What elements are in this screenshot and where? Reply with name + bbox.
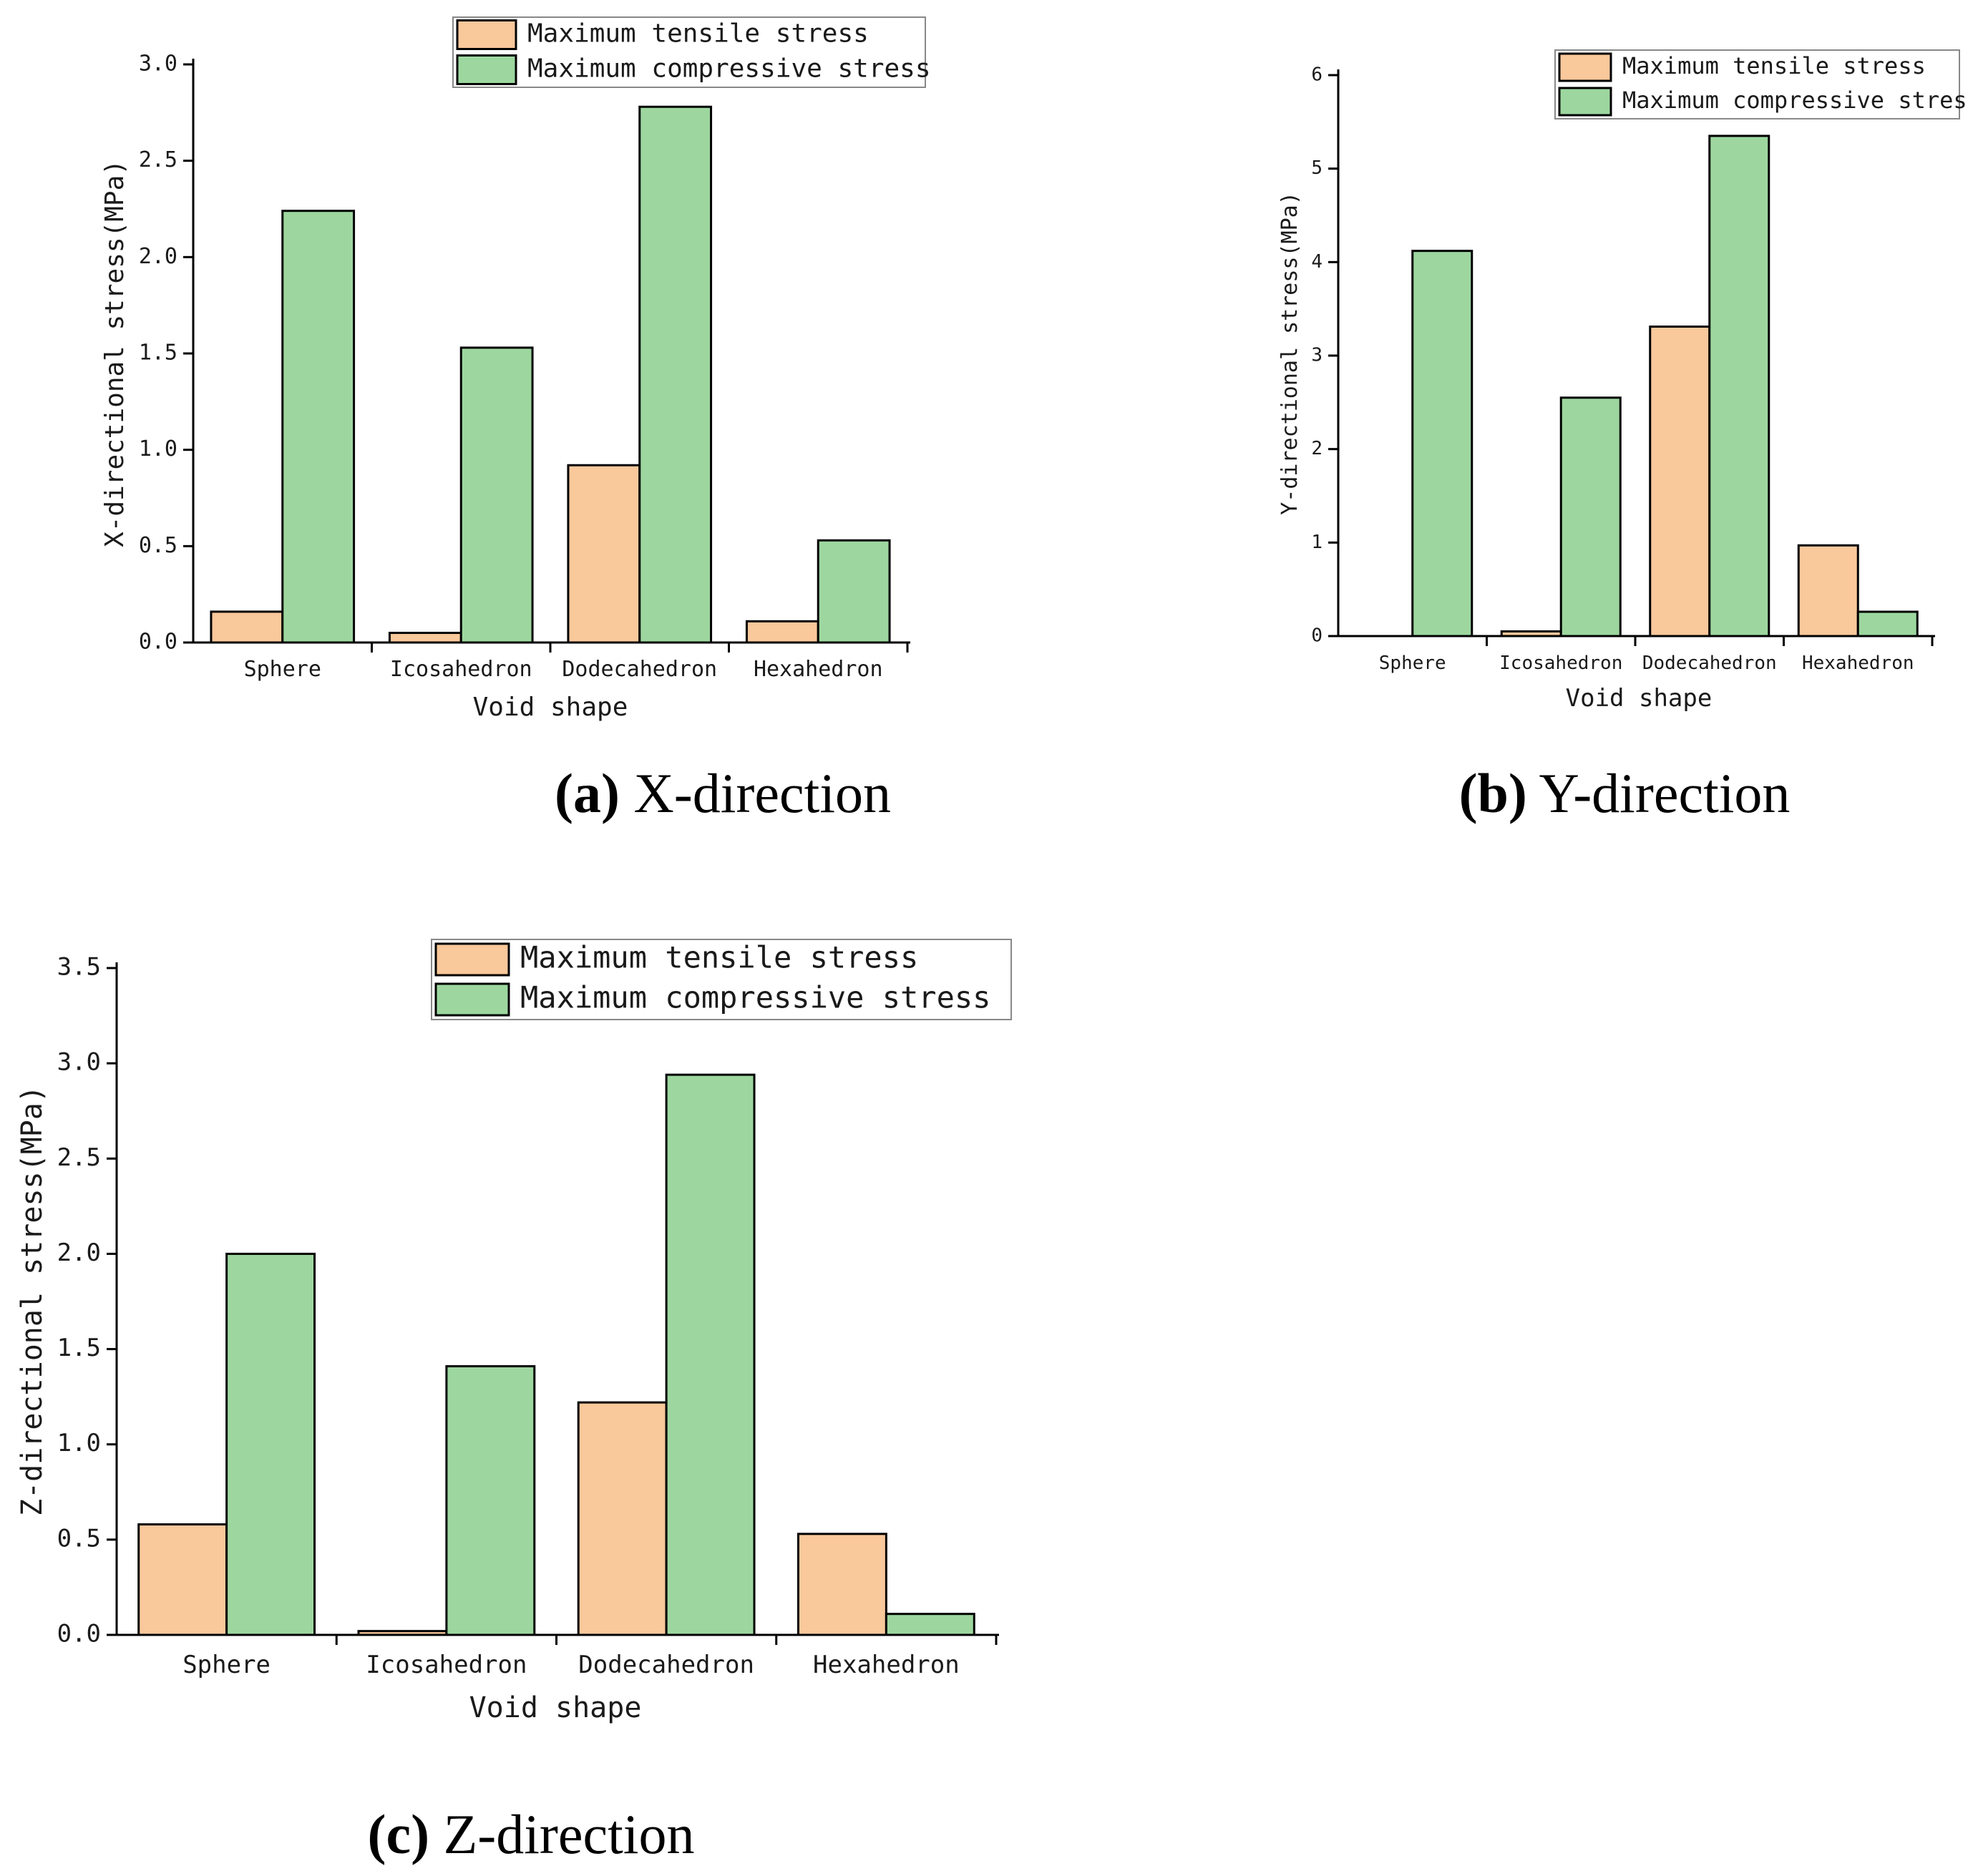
x-tick-label: Icosahedron: [1499, 653, 1622, 674]
x-tick-label: Dodecahedron: [562, 657, 717, 682]
legend-frame: [431, 939, 1012, 1020]
caption-label: (c): [368, 1803, 430, 1865]
x-axis-title: Void shape: [473, 693, 628, 722]
y-tick-label: 2.0: [139, 244, 177, 269]
panel-caption: (a) X-direction: [555, 762, 891, 824]
y-tick-label: 1.0: [57, 1429, 101, 1457]
bar-compressive-icosahedron: [445, 1365, 536, 1636]
legend: Maximum tensile stress Maximum compressiv…: [452, 16, 931, 88]
caption-text: Z-direction: [429, 1803, 694, 1865]
x-tick-label: Hexahedron: [754, 657, 883, 682]
x-tick-label: Dodecahedron: [578, 1651, 754, 1679]
y-tick-label: 0.0: [57, 1620, 101, 1648]
bar-compressive-icosahedron: [459, 346, 534, 644]
legend-label: Maximum compressive stress: [527, 54, 931, 84]
y-axis-title: Z-directional stress(MPa): [16, 1085, 49, 1516]
x-tick-label: Sphere: [1379, 653, 1446, 674]
bar-tensile-sphere: [137, 1523, 228, 1636]
caption-text: X-direction: [620, 762, 891, 824]
y-axis-title: Y-directional stress(MPa): [1277, 192, 1302, 515]
bar-compressive-dodecahedron: [665, 1073, 756, 1636]
y-tick-label: 1.0: [139, 436, 177, 461]
bar-tensile-hexahedron: [1797, 544, 1859, 637]
legend-swatch-compressive: [1558, 87, 1612, 117]
panel-caption: (b) Y-direction: [1459, 762, 1791, 824]
y-tick-label: 2.0: [57, 1239, 101, 1267]
bar-tensile-dodecahedron: [577, 1401, 668, 1636]
y-tick-label: 5: [1311, 157, 1322, 179]
y-tick-label: 0.5: [139, 533, 177, 558]
panel-caption: (c) Z-direction: [368, 1803, 695, 1865]
bar-tensile-dodecahedron: [567, 464, 641, 644]
legend-label: Maximum tensile stress: [520, 940, 918, 975]
y-tick-label: 0.0: [139, 630, 177, 655]
y-tick-label: 2.5: [57, 1143, 101, 1172]
bar-compressive-sphere: [281, 210, 356, 644]
y-axis-title: X-directional stress(MPa): [100, 160, 130, 547]
y-tick-label: 2: [1311, 438, 1322, 459]
legend-swatch-tensile: [456, 19, 517, 50]
x-tick-label: Dodecahedron: [1642, 653, 1777, 674]
x-tick-label: Icosahedron: [366, 1651, 527, 1679]
y-tick-label: 0: [1311, 625, 1322, 647]
y-tick-label: 3.0: [139, 52, 177, 77]
legend-label: Maximum compressive stress: [520, 980, 990, 1015]
x-tick-label: Icosahedron: [390, 657, 532, 682]
bar-compressive-sphere: [1411, 250, 1473, 637]
bar-tensile-dodecahedron: [1649, 325, 1711, 637]
x-tick-label: Hexahedron: [1802, 653, 1914, 674]
bar-compressive-hexahedron: [885, 1613, 975, 1636]
legend-swatch-compressive: [456, 54, 517, 85]
y-tick-label: 1.5: [139, 341, 177, 366]
legend-frame: [1554, 49, 1960, 119]
legend-label: Maximum tensile stress: [1622, 52, 1926, 79]
legend: Maximum tensile stress Maximum compressiv…: [1554, 49, 1968, 119]
bar-tensile-hexahedron: [745, 620, 819, 644]
y-tick-label: 3.0: [57, 1048, 101, 1077]
bar-compressive-hexahedron: [1856, 610, 1919, 637]
bar-compressive-dodecahedron: [638, 105, 713, 644]
y-tick-label: 6: [1311, 64, 1322, 86]
legend-label: Maximum compressive stress: [1622, 87, 1968, 114]
legend-frame: [452, 16, 926, 88]
caption-text: Y-direction: [1527, 762, 1791, 824]
y-tick-label: 4: [1311, 251, 1322, 273]
caption-label: (a): [555, 762, 620, 824]
bar-compressive-sphere: [225, 1252, 316, 1636]
chart-panel-x: 0.0 0.5 1.0 1.5 2.0 2.5 3.0 Sphere Icosahedron Do…: [100, 16, 931, 824]
bar-tensile-hexahedron: [797, 1533, 887, 1636]
bar-tensile-sphere: [210, 610, 284, 644]
bar-compressive-hexahedron: [817, 539, 891, 644]
chart-panel-y: 0 1 2 3 4 5 6 Sphere Icosahedron Dodecahedron Hexa…: [1277, 49, 1968, 824]
bar-compressive-icosahedron: [1559, 396, 1622, 637]
x-tick-label: Hexahedron: [813, 1651, 960, 1679]
y-tick-label: 3: [1311, 345, 1322, 366]
y-tick-label: 2.5: [139, 147, 177, 172]
bar-tensile-icosahedron: [388, 632, 462, 644]
x-tick-label: Sphere: [182, 1651, 271, 1679]
caption-label: (b): [1459, 762, 1527, 824]
legend-swatch-tensile: [434, 942, 510, 977]
x-axis-title: Void shape: [1566, 684, 1713, 713]
bar-compressive-dodecahedron: [1708, 135, 1770, 637]
y-tick-label: 0.5: [57, 1524, 101, 1553]
y-tick-label: 1.5: [57, 1334, 101, 1362]
legend-swatch-compressive: [434, 982, 510, 1017]
y-tick-label: 1: [1311, 532, 1322, 553]
legend: Maximum tensile stress Maximum compressiv…: [431, 939, 1012, 1020]
x-tick-label: Sphere: [244, 657, 321, 682]
legend-label: Maximum tensile stress: [527, 19, 869, 49]
x-axis-title: Void shape: [469, 1691, 642, 1724]
y-tick-label: 3.5: [57, 953, 101, 982]
chart-panel-z: 0.0 0.5 1.0 1.5 2.0 2.5 3.0 3.5 Sphere Icosahedro…: [16, 939, 1012, 1865]
legend-swatch-tensile: [1558, 52, 1612, 82]
